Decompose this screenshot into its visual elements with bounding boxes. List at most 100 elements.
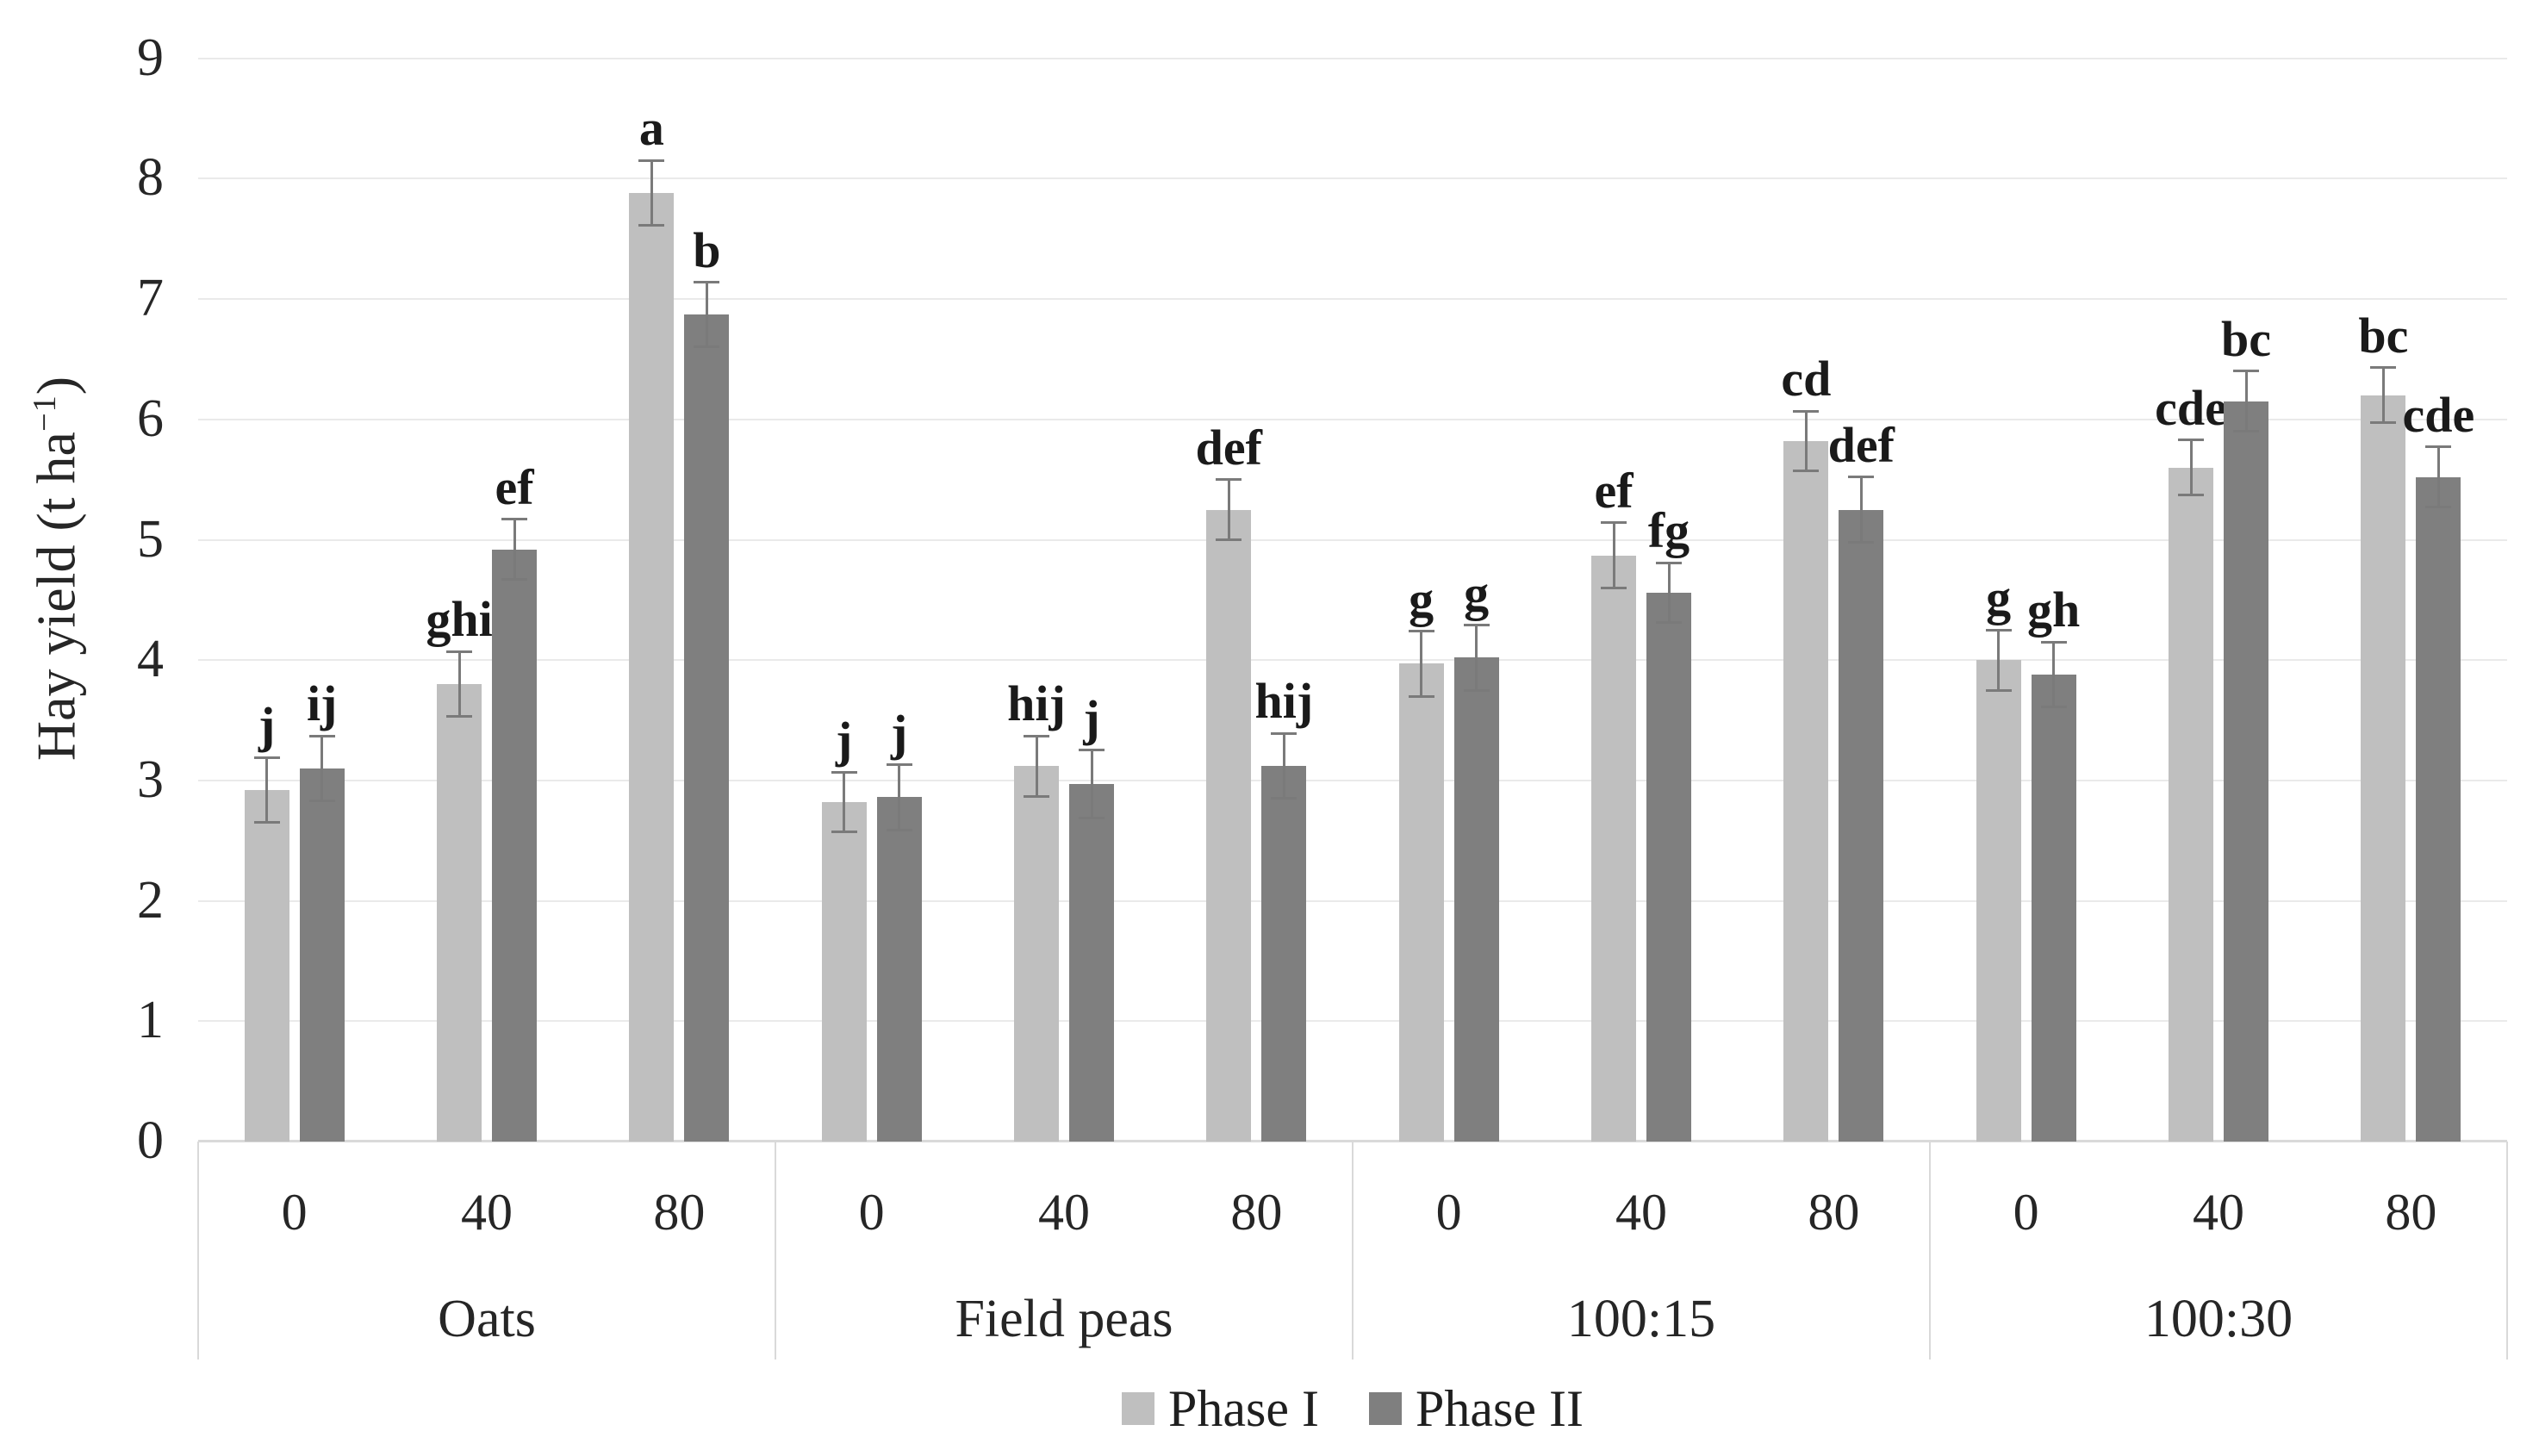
bar-100-15-40-phase-i (1591, 555, 1636, 1142)
error-bar-cap-bottom-oats-0-phase-i (253, 821, 280, 824)
error-bar-oats-0-phase-ii (320, 736, 324, 801)
significance-letter-field-peas-80-phase-ii: hij (1254, 673, 1314, 730)
y-tick-label-8: 8 (137, 148, 164, 208)
bar-100-30-80-phase-ii (2416, 476, 2461, 1142)
x-tick-label-field-peas-80: 80 (1230, 1184, 1283, 1241)
significance-letter-oats-0-phase-ii: ij (306, 675, 338, 732)
error-bar-cap-bottom-100-30-40-phase-i (2178, 494, 2204, 497)
error-bar-cap-top-100-15-80-phase-ii (1848, 476, 1875, 479)
x-tick-label-field-peas-0: 0 (858, 1184, 885, 1241)
error-bar-100-15-0-phase-i (1420, 631, 1423, 697)
bar-100-30-0-phase-i (1976, 660, 2021, 1142)
x-tick-label-100-30-0: 0 (2013, 1184, 2039, 1241)
error-bar-cap-top-100-15-40-phase-i (1601, 521, 1627, 525)
y-axis-title-text: Hay yield (t ha (25, 432, 87, 762)
y-tick-label-0: 0 (137, 1111, 164, 1170)
significance-letter-100-15-80-phase-i: cd (1781, 351, 1832, 408)
bar-100-15-80-phase-i (1783, 440, 1829, 1142)
error-bar-oats-0-phase-i (265, 757, 269, 823)
bar-oats-80-phase-i (629, 193, 675, 1142)
x-tick-label-100-15-80: 80 (1808, 1184, 1860, 1241)
error-bar-cap-top-oats-0-phase-ii (308, 734, 335, 737)
significance-letter-field-peas-80-phase-i: def (1195, 419, 1262, 476)
error-bar-cap-top-100-30-80-phase-i (2370, 366, 2397, 370)
bar-field-peas-80-phase-i (1206, 509, 1252, 1142)
bar-100-15-80-phase-ii (1839, 509, 1884, 1142)
significance-letter-field-peas-0-phase-ii: j (890, 704, 908, 761)
significance-letter-100-15-40-phase-i: ef (1594, 462, 1634, 519)
significance-letter-100-30-0-phase-i: g (1986, 569, 2012, 626)
legend-label-phase-ii: Phase II (1416, 1380, 1584, 1437)
error-bar-cap-top-oats-40-phase-ii (501, 518, 527, 521)
error-bar-cap-top-field-peas-40-phase-i (1024, 734, 1049, 737)
x-axis-line (198, 1140, 2507, 1142)
bar-100-30-40-phase-ii (2224, 401, 2268, 1142)
error-bar-100-30-40-phase-i (2189, 439, 2193, 495)
error-bar-cap-top-100-30-0-phase-ii (2040, 640, 2067, 644)
error-bar-oats-40-phase-i (457, 651, 461, 717)
error-bar-100-15-80-phase-ii (1859, 476, 1863, 543)
error-bar-cap-bottom-field-peas-40-phase-ii (1079, 816, 1105, 819)
error-bar-cap-top-100-15-80-phase-i (1793, 409, 1820, 413)
error-bar-cap-bottom-100-15-80-phase-i (1793, 470, 1820, 473)
legend-item-phase-ii: Phase II (1369, 1381, 1584, 1436)
gridline-y9 (198, 57, 2507, 59)
y-tick-label-7: 7 (137, 269, 164, 328)
bar-field-peas-0-phase-ii (876, 797, 922, 1142)
significance-letter-100-15-40-phase-ii: fg (1647, 502, 1690, 559)
error-bar-cap-top-oats-0-phase-i (253, 756, 280, 759)
error-bar-cap-bottom-100-15-0-phase-ii (1463, 688, 1490, 692)
significance-letter-field-peas-40-phase-ii: j (1083, 689, 1100, 746)
error-bar-cap-top-oats-40-phase-i (446, 650, 472, 653)
bar-oats-0-phase-ii (299, 768, 345, 1142)
bar-oats-0-phase-i (244, 790, 289, 1142)
error-bar-cap-bottom-oats-40-phase-i (446, 715, 472, 719)
x-tick-label-100-15-40: 40 (1615, 1184, 1667, 1241)
gridline-y4 (198, 659, 2507, 662)
x-tick-label-oats-80: 80 (653, 1184, 706, 1241)
error-bar-cap-top-100-30-80-phase-ii (2425, 445, 2452, 449)
error-bar-cap-bottom-100-15-0-phase-i (1408, 694, 1434, 698)
error-bar-oats-40-phase-ii (513, 519, 516, 580)
error-bar-100-30-80-phase-i (2381, 367, 2385, 423)
legend: Phase I Phase II (198, 1381, 2507, 1436)
error-bar-cap-bottom-100-30-0-phase-ii (2040, 706, 2067, 709)
significance-letter-100-30-80-phase-ii: cde (2402, 386, 2475, 443)
error-bar-cap-bottom-field-peas-40-phase-i (1024, 794, 1049, 798)
significance-letter-field-peas-0-phase-i: j (835, 712, 853, 768)
error-bar-cap-bottom-100-30-80-phase-i (2370, 421, 2397, 425)
x-tick-label-field-peas-40: 40 (1037, 1184, 1090, 1241)
error-bar-cap-top-100-15-40-phase-ii (1656, 561, 1682, 564)
y-tick-label-1: 1 (137, 991, 164, 1050)
group-label-100-15: 100:15 (1566, 1290, 1716, 1348)
group-label-field-peas: Field peas (955, 1290, 1173, 1348)
error-bar-cap-top-field-peas-80-phase-i (1216, 478, 1242, 482)
significance-letter-oats-0-phase-i: j (258, 697, 276, 754)
error-bar-cap-top-100-15-0-phase-i (1408, 630, 1434, 633)
significance-letter-100-30-0-phase-ii: gh (2027, 582, 2081, 638)
error-bar-cap-bottom-field-peas-0-phase-i (831, 831, 857, 834)
bar-field-peas-80-phase-ii (1261, 766, 1307, 1142)
error-bar-cap-top-field-peas-0-phase-ii (886, 763, 912, 767)
error-bar-cap-top-field-peas-40-phase-ii (1079, 749, 1105, 752)
error-bar-100-15-0-phase-ii (1475, 625, 1478, 691)
error-bar-100-30-0-phase-ii (2052, 642, 2056, 707)
error-bar-100-30-80-phase-ii (2436, 446, 2440, 507)
error-bar-field-peas-80-phase-i (1227, 479, 1230, 540)
significance-letter-oats-40-phase-i: ghi (426, 591, 493, 648)
group-separator-0 (197, 1142, 199, 1360)
group-separator-2 (1352, 1142, 1354, 1360)
plot-area: j ij ghi ef a b j j hij j def hij g g ef fg cd def g gh cde b… (198, 57, 2507, 1142)
gridline-y1 (198, 1020, 2507, 1023)
significance-letter-100-15-80-phase-ii: def (1827, 416, 1895, 473)
group-label-100-30: 100:30 (2144, 1290, 2293, 1348)
significance-letter-100-30-40-phase-i: cde (2155, 379, 2227, 436)
bar-field-peas-0-phase-i (821, 802, 867, 1142)
error-bar-cap-top-field-peas-80-phase-ii (1271, 731, 1298, 735)
group-separator-1 (775, 1142, 776, 1360)
error-bar-cap-bottom-oats-40-phase-ii (501, 578, 527, 582)
gridline-y7 (198, 298, 2507, 301)
legend-item-phase-i: Phase I (1122, 1381, 1319, 1436)
error-bar-cap-top-100-15-0-phase-ii (1463, 624, 1490, 627)
error-bar-cap-bottom-100-30-0-phase-i (1985, 688, 2012, 692)
